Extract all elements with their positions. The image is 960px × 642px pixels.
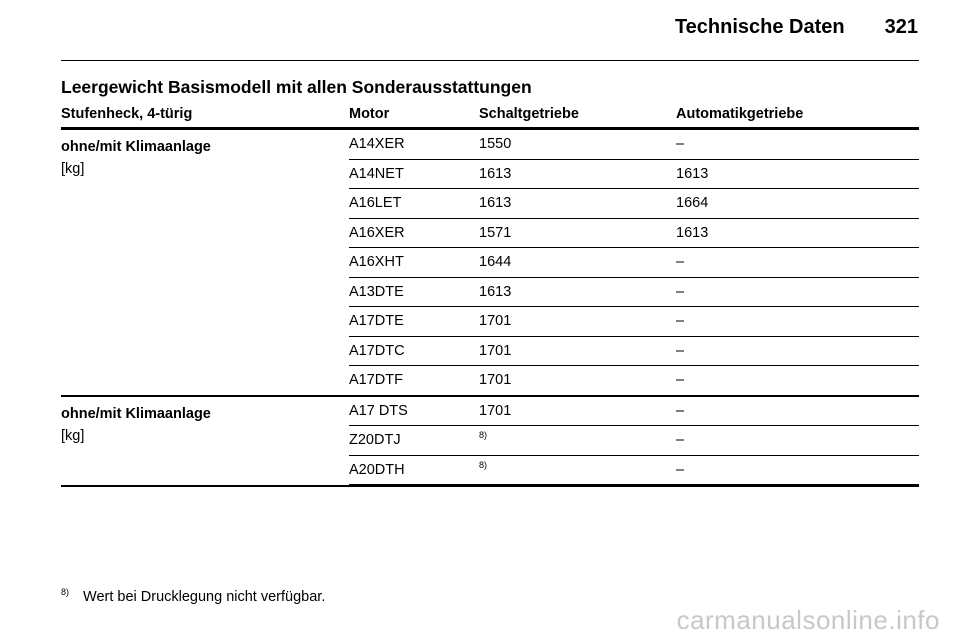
automatic-weight-cell: – bbox=[676, 247, 919, 278]
automatic-weight-cell: – bbox=[676, 128, 919, 160]
group-label: ohne/mit Klimaanlage bbox=[61, 405, 211, 422]
page-header-title: Technische Daten bbox=[674, 16, 845, 38]
manual-weight-value: 1701 bbox=[479, 342, 512, 359]
table-row: Z20DTJ 8) – bbox=[61, 425, 919, 456]
manual-weight-cell: 8) bbox=[479, 455, 676, 487]
manual-weight-cell: 1550 bbox=[479, 128, 676, 160]
engine-cell: A17DTC bbox=[349, 336, 479, 366]
manual-weight-value: 1550 bbox=[479, 136, 512, 153]
engine-cell: A16LET bbox=[349, 188, 479, 219]
group-label-cell: ohne/mit Klimaanlage [kg] bbox=[61, 395, 349, 487]
column-header-automatic: Automatikgetriebe bbox=[676, 103, 919, 130]
column-header-body-style: Stufenheck, 4-türig bbox=[61, 103, 349, 130]
automatic-weight-cell: – bbox=[676, 365, 919, 397]
manual-weight-value: 1701 bbox=[479, 402, 512, 419]
automatic-weight-cell: 1664 bbox=[676, 188, 919, 219]
automatic-weight-cell: – bbox=[676, 306, 919, 337]
manual-weight-cell: 1701 bbox=[479, 306, 676, 337]
header-divider bbox=[61, 60, 919, 61]
manual-weight-cell: 1701 bbox=[479, 336, 676, 366]
table-row: A13DTE 1613 – bbox=[61, 277, 919, 307]
table-row: A20DTH 8) – bbox=[61, 455, 919, 487]
manual-weight-cell: 1701 bbox=[479, 365, 676, 397]
automatic-weight-cell: – bbox=[676, 425, 919, 456]
curb-weight-table: Stufenheck, 4-türig Motor Schaltgetriebe… bbox=[61, 103, 919, 487]
automatic-weight-cell: – bbox=[676, 455, 919, 487]
table-row: A17DTF 1701 – bbox=[61, 365, 919, 397]
engine-cell: A17 DTS bbox=[349, 395, 479, 426]
table-row: A16XHT 1644 – bbox=[61, 247, 919, 278]
automatic-weight-cell: – bbox=[676, 277, 919, 307]
table-body: ohne/mit Klimaanlage [kg] A14XER 1550 – A14NE… bbox=[61, 128, 919, 487]
footnote: 8) Wert bei Drucklegung nicht verfügbar. bbox=[61, 587, 326, 606]
automatic-weight-cell: 1613 bbox=[676, 159, 919, 189]
watermark: carmanualsonline.info bbox=[676, 605, 940, 635]
engine-cell: A13DTE bbox=[349, 277, 479, 307]
manual-weight-value: 1613 bbox=[479, 283, 512, 300]
footnote-text: Wert bei Drucklegung nicht verfügbar. bbox=[83, 589, 326, 605]
automatic-weight-cell: 1613 bbox=[676, 218, 919, 248]
manual-weight-value: 1701 bbox=[479, 372, 512, 389]
engine-cell: A14XER bbox=[349, 128, 479, 160]
table-row: A17DTE 1701 – bbox=[61, 306, 919, 337]
page-header: Technische Daten 321 bbox=[675, 16, 918, 39]
manual-weight-value: 1613 bbox=[479, 195, 512, 212]
automatic-weight-cell: – bbox=[676, 336, 919, 366]
engine-cell: A16XHT bbox=[349, 247, 479, 278]
manual-weight-cell: 1571 bbox=[479, 218, 676, 248]
group-label-cell: ohne/mit Klimaanlage [kg] bbox=[61, 128, 349, 397]
table-row: A16XER 1571 1613 bbox=[61, 218, 919, 248]
manual-weight-cell: 1701 bbox=[479, 395, 676, 426]
engine-cell: A16XER bbox=[349, 218, 479, 248]
page-number: 321 bbox=[884, 16, 918, 38]
table-header-row: Stufenheck, 4-türig Motor Schaltgetriebe… bbox=[61, 103, 919, 130]
manual-weight-value: 1613 bbox=[479, 165, 512, 182]
manual-weight-cell: 1613 bbox=[479, 159, 676, 189]
section-title: Leergewicht Basismodell mit allen Sonder… bbox=[61, 77, 532, 97]
group-unit: [kg] bbox=[61, 427, 85, 444]
table-row: A17DTC 1701 – bbox=[61, 336, 919, 366]
manual-weight-cell: 1644 bbox=[479, 247, 676, 278]
engine-cell: A14NET bbox=[349, 159, 479, 189]
footnote-marker: 8) bbox=[61, 587, 70, 597]
footnote-reference: 8) bbox=[479, 459, 488, 470]
manual-weight-cell: 8) bbox=[479, 425, 676, 456]
group-unit: [kg] bbox=[61, 161, 85, 177]
engine-cell: A17DTF bbox=[349, 365, 479, 397]
table-row: ohne/mit Klimaanlage [kg] A14XER 1550 – bbox=[61, 128, 919, 397]
engine-cell: Z20DTJ bbox=[349, 425, 479, 456]
table-row: ohne/mit Klimaanlage [kg] A17 DTS 1701 – bbox=[61, 395, 919, 487]
table-row: A14NET 1613 1613 bbox=[61, 159, 919, 189]
manual-weight-value: 1701 bbox=[479, 313, 512, 330]
automatic-weight-cell: – bbox=[676, 395, 919, 426]
manual-weight-value: 1571 bbox=[479, 224, 512, 241]
group-label: ohne/mit Klimaanlage bbox=[61, 139, 211, 155]
engine-cell: A17DTE bbox=[349, 306, 479, 337]
engine-cell: A20DTH bbox=[349, 455, 479, 487]
manual-weight-cell: 1613 bbox=[479, 277, 676, 307]
table-row: A16LET 1613 1664 bbox=[61, 188, 919, 219]
column-header-engine: Motor bbox=[349, 103, 479, 130]
column-header-manual: Schaltgetriebe bbox=[479, 103, 676, 130]
footnote-reference: 8) bbox=[479, 430, 488, 441]
manual-weight-value: 1644 bbox=[479, 254, 512, 271]
manual-weight-cell: 1613 bbox=[479, 188, 676, 219]
